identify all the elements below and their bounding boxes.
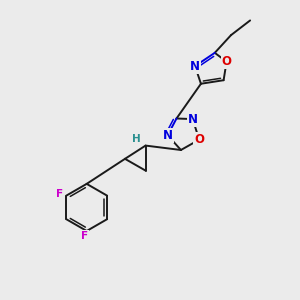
Text: H: H	[132, 134, 141, 144]
Text: F: F	[56, 189, 63, 199]
Text: O: O	[222, 55, 232, 68]
Text: N: N	[190, 60, 200, 73]
Text: F: F	[81, 231, 88, 241]
Text: N: N	[188, 112, 198, 126]
Text: O: O	[194, 133, 204, 146]
Text: N: N	[163, 129, 173, 142]
